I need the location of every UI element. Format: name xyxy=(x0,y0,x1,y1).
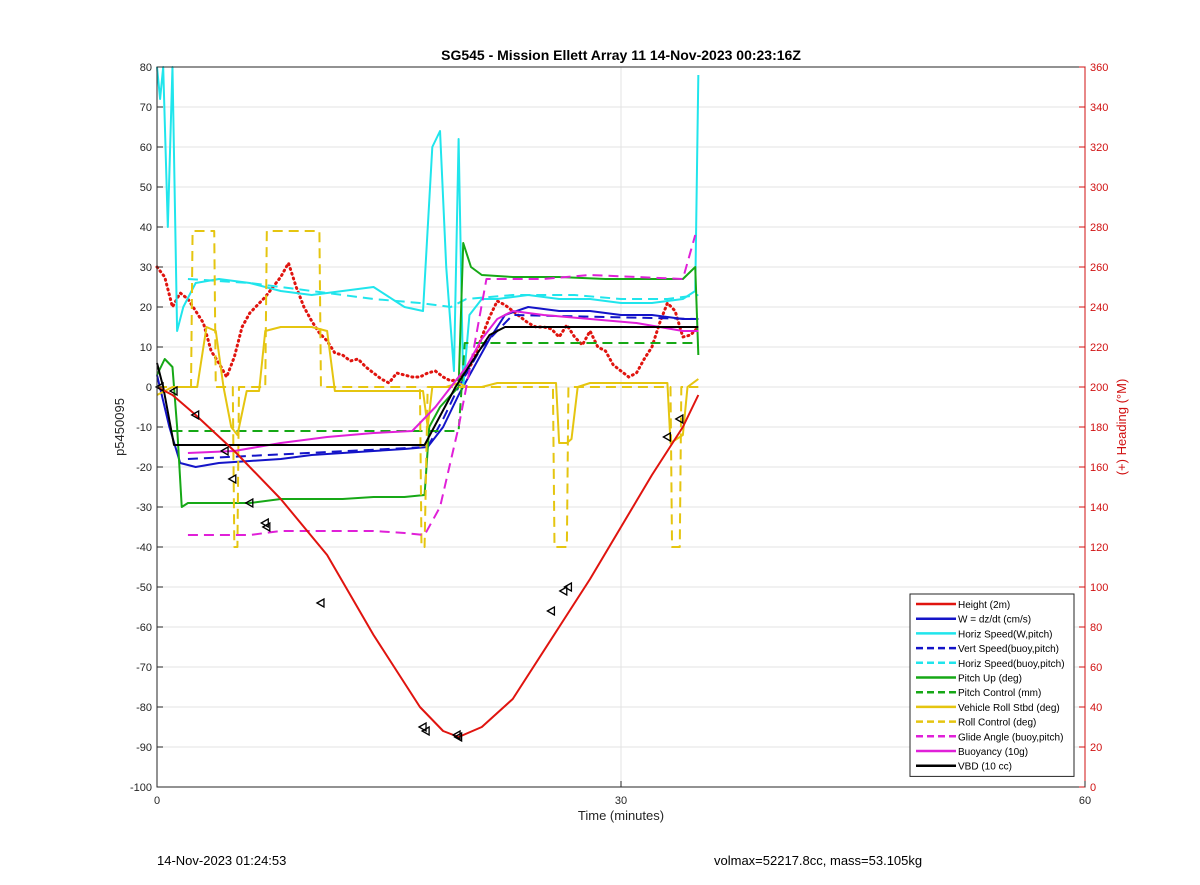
y2-tick-label: 200 xyxy=(1090,382,1108,394)
series-heading xyxy=(155,259,700,385)
legend-label-horiz-speed-w-pitch: Horiz Speed(W,pitch) xyxy=(958,629,1052,640)
legend-box xyxy=(909,593,1075,777)
series-horiz-speed-w-pitch xyxy=(156,66,700,388)
height-marker xyxy=(674,413,684,425)
height-marker xyxy=(244,497,254,509)
y-tick-label: -10 xyxy=(136,422,152,434)
y-tick-label: 80 xyxy=(140,62,152,74)
y2-tick-label: 160 xyxy=(1090,462,1108,474)
y-tick-label: 40 xyxy=(140,222,152,234)
legend-label-vbd-10-cc: VBD (10 cc) xyxy=(958,762,1012,773)
series-buoyancy-10g xyxy=(187,310,699,454)
legend-label-roll-control-deg: Roll Control (deg) xyxy=(958,718,1036,729)
legend-label-pitch-control-mm: Pitch Control (mm) xyxy=(958,688,1041,699)
height-marker xyxy=(315,597,325,609)
y-tick-label: -90 xyxy=(136,742,152,754)
y-tick-label: -30 xyxy=(136,502,152,514)
y2-tick-label: 120 xyxy=(1090,542,1108,554)
legend-label-vert-speed-buoy-pitch: Vert Speed(buoy,pitch) xyxy=(958,644,1059,655)
y-tick-label: -50 xyxy=(136,582,152,594)
legend-label-pitch-up-deg: Pitch Up (deg) xyxy=(958,674,1022,685)
y-tick-label: 10 xyxy=(140,342,152,354)
series-roll-control-deg xyxy=(157,230,699,548)
y-tick-label: 20 xyxy=(140,302,152,314)
height-marker xyxy=(154,381,164,393)
footer-vehicle-info: volmax=52217.8cc, mass=53.105kg xyxy=(714,853,923,868)
x-axis-label: Time (minutes) xyxy=(578,808,664,823)
legend: Height (2m) W = dz/dt (cm/s) Horiz Speed(W… xyxy=(909,593,1075,777)
y2-tick-label: 40 xyxy=(1090,702,1102,714)
y-tick-label: 60 xyxy=(140,142,152,154)
y2-tick-label: 60 xyxy=(1090,662,1102,674)
height-marker xyxy=(261,521,271,533)
traces xyxy=(154,66,700,743)
y-axis-label: p5450095 xyxy=(112,398,127,456)
axes: -100-90-80-70-60-50-40-30-20-10010203040… xyxy=(130,62,1108,807)
y-tick-label: -60 xyxy=(136,622,152,634)
y2-tick-label: 180 xyxy=(1090,422,1108,434)
legend-label-w-dz-dt-cm-s: W = dz/dt (cm/s) xyxy=(958,615,1031,626)
height-marker xyxy=(420,725,430,737)
y-tick-label: -80 xyxy=(136,702,152,714)
y2-tick-label: 220 xyxy=(1090,342,1108,354)
x-tick-label: 30 xyxy=(615,795,627,807)
series-height-2m xyxy=(156,386,700,738)
height-marker xyxy=(662,431,672,443)
x-tick-label: 0 xyxy=(154,795,160,807)
y2-tick-label: 280 xyxy=(1090,222,1108,234)
y-tick-label: -20 xyxy=(136,462,152,474)
x-tick-label: 60 xyxy=(1079,795,1091,807)
y-tick-label: 0 xyxy=(146,382,152,394)
y2-tick-label: 20 xyxy=(1090,742,1102,754)
legend-label-glide-angle-buoy-pitch: Glide Angle (buoy,pitch) xyxy=(958,732,1063,743)
chart-title: SG545 - Mission Ellett Array 11 14-Nov-2… xyxy=(441,47,801,63)
height-marker xyxy=(417,721,427,733)
y-tick-label: 30 xyxy=(140,262,152,274)
height-marker xyxy=(558,585,568,597)
legend-label-height-2m: Height (2m) xyxy=(958,600,1010,611)
series-vbd-10-cc xyxy=(156,326,699,446)
y2-tick-label: 360 xyxy=(1090,62,1108,74)
y2-tick-label: 240 xyxy=(1090,302,1108,314)
height-marker xyxy=(190,409,200,421)
y-tick-label: 70 xyxy=(140,102,152,114)
height-marker xyxy=(227,473,237,485)
height-marker xyxy=(219,445,229,457)
height-marker xyxy=(453,731,463,743)
height-marker xyxy=(546,605,556,617)
height-marker xyxy=(259,517,269,529)
y-tick-label: -40 xyxy=(136,542,152,554)
height-marker xyxy=(451,729,461,741)
legend-label-vehicle-roll-stbd-deg: Vehicle Roll Stbd (deg) xyxy=(958,703,1060,714)
legend-label-buoyancy-10g: Buoyancy (10g) xyxy=(958,747,1028,758)
y2-tick-label: 80 xyxy=(1090,622,1102,634)
y2-tick-label: 320 xyxy=(1090,142,1108,154)
y2-tick-label: 140 xyxy=(1090,502,1108,514)
y2-tick-label: 100 xyxy=(1090,582,1108,594)
y2-tick-label: 260 xyxy=(1090,262,1108,274)
y-tick-label: 50 xyxy=(140,182,152,194)
legend-label-horiz-speed-buoy-pitch: Horiz Speed(buoy,pitch) xyxy=(958,659,1065,670)
footer-timestamp: 14-Nov-2023 01:24:53 xyxy=(157,853,287,868)
y2-tick-label: 300 xyxy=(1090,182,1108,194)
y2-axis-label: (+) Heading (°M) xyxy=(1114,379,1129,476)
height-marker xyxy=(168,385,178,397)
y-tick-label: -70 xyxy=(136,662,152,674)
y2-tick-label: 340 xyxy=(1090,102,1108,114)
y2-tick-label: 0 xyxy=(1090,782,1096,794)
series-horiz-speed-buoy-pitch xyxy=(187,278,699,308)
y-tick-label: -100 xyxy=(130,782,152,794)
height-marker xyxy=(563,581,573,593)
series-w-dz-dt-cm-s xyxy=(156,306,699,468)
